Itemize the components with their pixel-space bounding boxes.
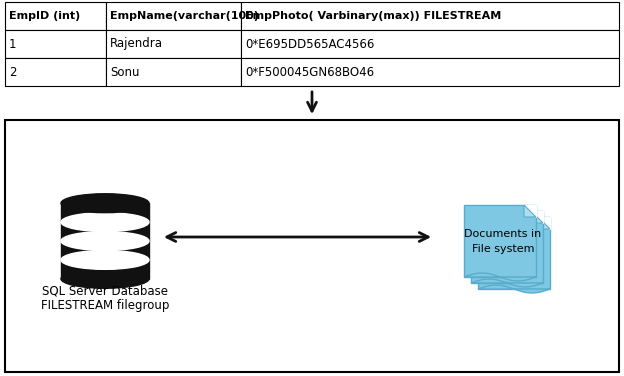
Bar	[5, 58, 106, 86]
Ellipse shape	[61, 213, 149, 232]
Polygon shape	[538, 217, 550, 229]
Text: SQL Server Database: SQL Server Database	[42, 285, 168, 298]
Bar	[241, 58, 619, 86]
Text: Rajendra: Rajendra	[110, 38, 163, 50]
Bar	[464, 205, 536, 277]
Bar	[5, 2, 106, 30]
Text: EmpName(varchar(100): EmpName(varchar(100)	[110, 11, 259, 21]
Polygon shape	[538, 217, 550, 229]
Text: 0*E695DD565AC4566: 0*E695DD565AC4566	[245, 38, 375, 50]
Bar	[241, 2, 619, 30]
Bar	[61, 222, 149, 241]
Polygon shape	[471, 279, 543, 287]
Bar	[478, 217, 550, 289]
Polygon shape	[524, 205, 536, 217]
Ellipse shape	[61, 194, 149, 213]
Ellipse shape	[61, 232, 149, 250]
Polygon shape	[464, 273, 536, 281]
Bar	[5, 30, 106, 58]
Bar	[106, 2, 241, 30]
Polygon shape	[531, 211, 543, 223]
Polygon shape	[524, 205, 536, 217]
Text: 1: 1	[9, 38, 16, 50]
Bar	[61, 203, 149, 222]
Polygon shape	[478, 285, 550, 293]
Text: 0*F500045GN68BO46: 0*F500045GN68BO46	[245, 65, 374, 79]
Text: Sonu: Sonu	[110, 65, 140, 79]
Text: Documents in: Documents in	[464, 229, 542, 239]
Bar	[106, 30, 241, 58]
Bar	[5, 120, 619, 372]
Bar	[61, 260, 149, 279]
Text: FILESTREAM filegroup: FILESTREAM filegroup	[41, 299, 169, 312]
Bar	[471, 211, 543, 283]
Bar	[61, 241, 149, 260]
Ellipse shape	[61, 250, 149, 269]
Bar	[106, 58, 241, 86]
Ellipse shape	[61, 269, 149, 288]
Text: EmpPhoto( Varbinary(max)) FILESTREAM: EmpPhoto( Varbinary(max)) FILESTREAM	[245, 11, 502, 21]
Text: EmpID (int): EmpID (int)	[9, 11, 80, 21]
Text: File system: File system	[472, 244, 534, 254]
Text: 2: 2	[9, 65, 16, 79]
Polygon shape	[531, 211, 543, 223]
Bar	[241, 30, 619, 58]
